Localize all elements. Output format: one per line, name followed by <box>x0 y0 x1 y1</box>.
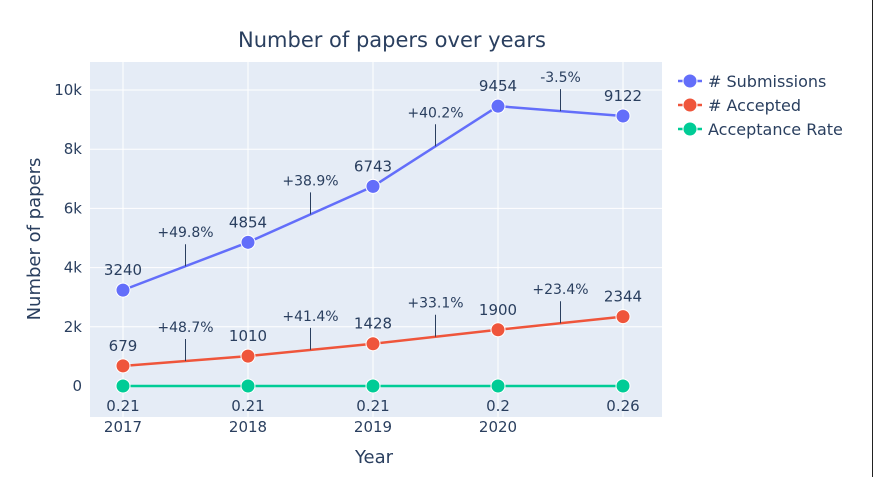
y-tick-label: 8k <box>64 140 83 158</box>
data-label: 9122 <box>604 87 642 105</box>
data-label: 0.2 <box>486 397 510 415</box>
data-label: 0.21 <box>231 397 264 415</box>
y-tick-label: 4k <box>64 259 83 277</box>
data-label: 0.21 <box>356 397 389 415</box>
change-annotation: +40.2% <box>407 105 463 121</box>
data-point <box>615 378 631 394</box>
legend-label: Acceptance Rate <box>708 120 843 139</box>
y-tick-label: 10k <box>54 81 82 99</box>
y-tick-label: 6k <box>64 199 83 217</box>
data-label: 9454 <box>479 77 517 95</box>
data-point <box>240 378 256 394</box>
data-label: 2344 <box>604 288 642 306</box>
x-axis-title: Year <box>354 447 394 468</box>
y-tick-label: 2k <box>64 318 83 336</box>
legend-marker <box>682 97 698 113</box>
change-annotation: -3.5% <box>540 70 581 86</box>
data-point <box>365 378 381 394</box>
change-annotation: +23.4% <box>532 282 588 298</box>
y-axis-title: Number of papers <box>24 158 45 321</box>
legend-label: # Accepted <box>708 96 801 115</box>
x-tick-label: 2020 <box>479 418 517 436</box>
data-label: 6743 <box>354 157 392 175</box>
change-annotation: +49.8% <box>157 225 213 241</box>
data-point <box>115 282 131 298</box>
data-label: 1010 <box>229 327 267 345</box>
data-label: 3240 <box>104 261 142 279</box>
x-tick-label: 2019 <box>354 418 392 436</box>
legend-marker <box>682 121 698 137</box>
legend-label: # Submissions <box>708 72 826 91</box>
data-point <box>490 98 506 114</box>
data-label: 1900 <box>479 301 517 319</box>
data-label: 4854 <box>229 213 267 231</box>
legend-marker <box>682 73 698 89</box>
data-point <box>365 178 381 194</box>
data-label: 0.26 <box>606 397 639 415</box>
data-point <box>240 348 256 364</box>
change-annotation: +41.4% <box>282 309 338 325</box>
data-point <box>115 358 131 374</box>
change-annotation: +48.7% <box>157 320 213 336</box>
data-label: 0.21 <box>106 397 139 415</box>
data-point <box>615 309 631 325</box>
change-annotation: +38.9% <box>282 173 338 189</box>
data-point <box>615 108 631 124</box>
y-tick-label: 0 <box>72 377 82 395</box>
change-annotation: +33.1% <box>407 296 463 312</box>
right-border <box>872 0 873 477</box>
data-label: 1428 <box>354 315 392 333</box>
data-point <box>490 322 506 338</box>
x-tick-label: 2017 <box>104 418 142 436</box>
data-point <box>365 336 381 352</box>
data-label: 679 <box>109 337 138 355</box>
data-point <box>115 378 131 394</box>
data-point <box>490 378 506 394</box>
x-tick-label: 2018 <box>229 418 267 436</box>
data-point <box>240 234 256 250</box>
chart-title: Number of papers over years <box>238 28 546 52</box>
